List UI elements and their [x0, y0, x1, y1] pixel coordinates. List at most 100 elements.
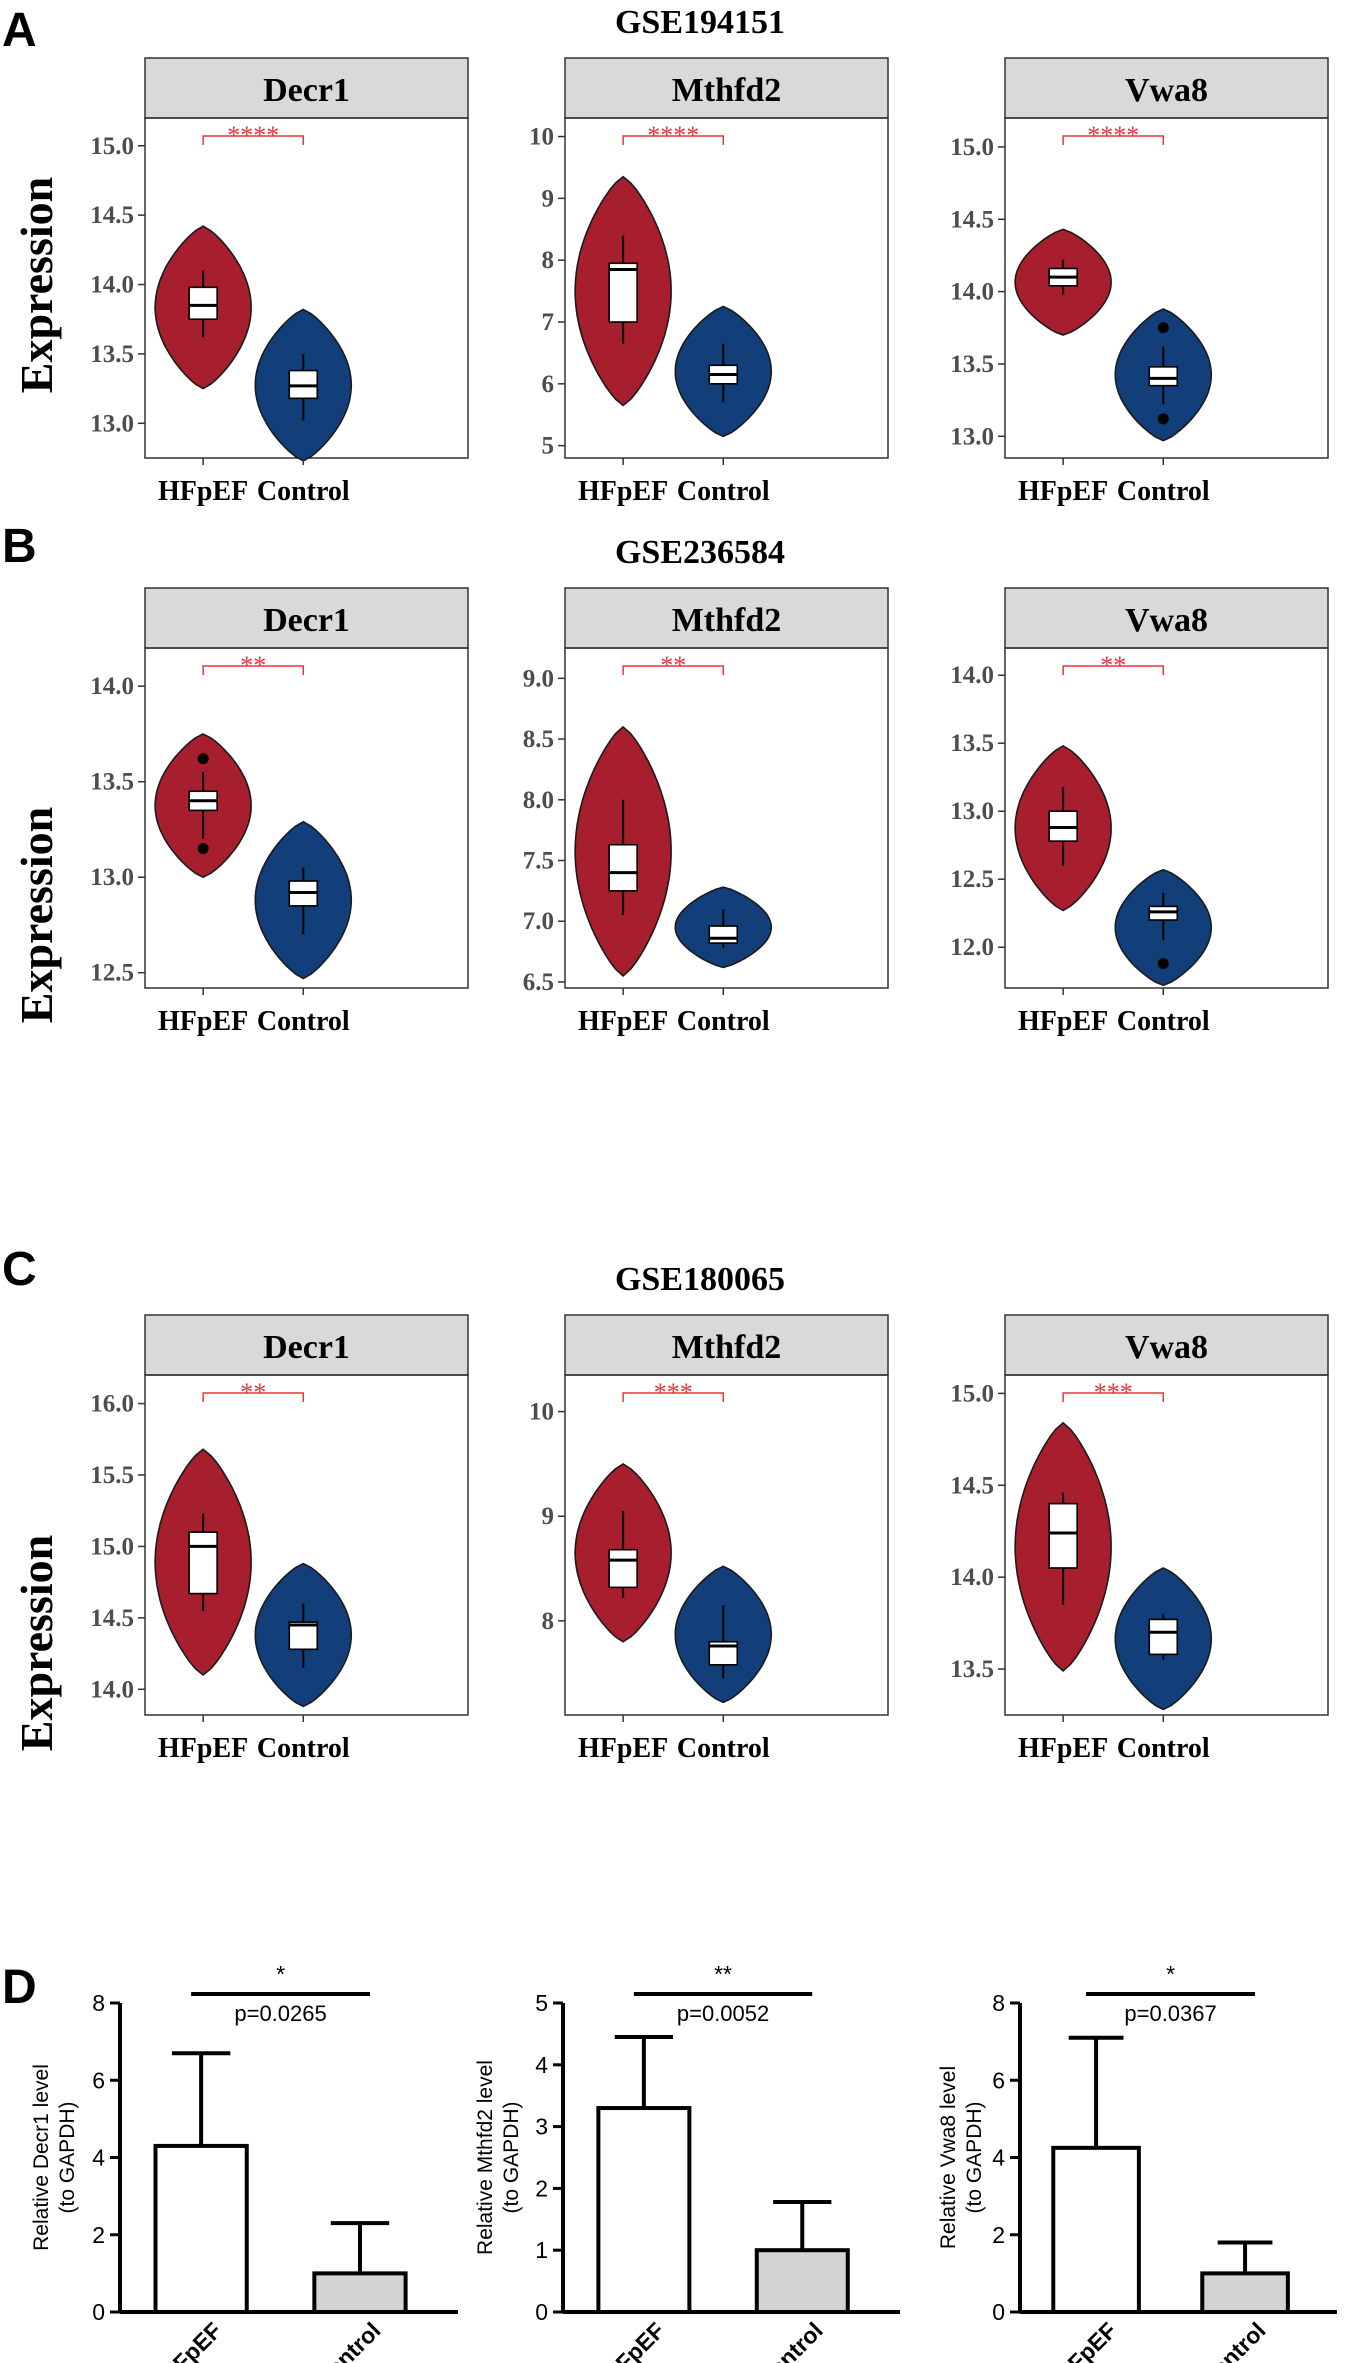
y-tick-label: 12.0: [950, 934, 994, 961]
box-iqr: [188, 1531, 218, 1595]
x-tick-label: Control: [309, 2317, 385, 2363]
significance-label: *: [1166, 1961, 1175, 1987]
box-iqr: [188, 286, 218, 321]
group-hfpef: [154, 225, 252, 390]
plot-frame: [564, 647, 889, 989]
p-value-label: p=0.0052: [677, 2001, 769, 2026]
group-control: [254, 308, 353, 462]
y-axis-label-line1: Relative Vwa8 level: [937, 2066, 960, 2249]
y-tick-label: 8: [542, 1608, 555, 1635]
x-tick-label: HFpEF: [1051, 2317, 1122, 2363]
violin-chart-vwa8-row1: Vwa8 13.0 13.5 14.0 14.5 15.0 HFpEF Control ****: [950, 57, 1329, 507]
y-tick-label: 15.0: [950, 1380, 994, 1407]
violin-chart-mthfd2-row1: Mthfd2 5 6 7 8 9 10 HFpEF Control ****: [529, 57, 889, 507]
significance-bracket: [202, 135, 305, 145]
significance-bracket: [622, 135, 725, 145]
x-tick-label: Control: [677, 1733, 770, 1764]
row-ylabels: Expression Expression Expression: [11, 177, 62, 1751]
y-tick-label: 14.0: [950, 662, 994, 689]
outlier-point: [197, 843, 209, 855]
y-tick-label: 9.0: [523, 665, 554, 692]
x-tick-label: HFpEF: [1018, 476, 1108, 507]
box-iqr: [608, 843, 638, 892]
facet-strip: [144, 1314, 469, 1376]
facet-title: Mthfd2: [672, 72, 782, 109]
row-ylabel-3: Expression: [11, 1535, 62, 1751]
row-ylabel-1: Expression: [11, 177, 62, 393]
group-control: [674, 886, 773, 969]
outlier-point: [1157, 413, 1169, 425]
y-tick-label: 2: [92, 2222, 105, 2248]
group-control: [1114, 1567, 1213, 1711]
y-tick-label: 15.5: [90, 1462, 134, 1489]
facet-title: Decr1: [263, 1329, 350, 1366]
violin-chart-decr1-row3: Decr1 14.0 14.5 15.0 15.5 16.0 HFpEF Control **: [90, 1314, 469, 1764]
significance-label: ****: [647, 121, 699, 150]
x-tick-label: Control: [257, 1733, 350, 1764]
x-tick-label: HFpEF: [1018, 1006, 1108, 1037]
panel-letter-c: C: [2, 1243, 37, 1296]
bar-chart-1: 0 2 4 6 8 Relative Decr1 level (to GAPDH) HFpEF…: [30, 1961, 458, 2363]
y-tick-label: 12.5: [950, 866, 994, 893]
significance-label: **: [660, 651, 686, 680]
outlier-point: [1157, 958, 1169, 970]
violin-chart-decr1-row2: Decr1 12.5 13.0 13.5 14.0 HFpEF Control **: [90, 587, 469, 1037]
x-tick-label: HFpEF: [158, 1006, 248, 1037]
y-tick-label: 8: [992, 1990, 1005, 2016]
y-tick-label: 15.0: [90, 1533, 134, 1560]
y-tick-label: 0: [92, 2299, 105, 2325]
plot-frame: [564, 1374, 889, 1716]
bar-control: [1200, 2271, 1290, 2314]
x-tick-label: HFpEF: [1018, 1733, 1108, 1764]
row-ylabel-2: Expression: [11, 807, 62, 1023]
y-tick-label: 4: [992, 2145, 1005, 2171]
p-value-label: p=0.0265: [234, 2001, 326, 2026]
group-hfpef: [1014, 228, 1112, 336]
plot-frame: [1004, 117, 1329, 459]
y-axis-label-line2: (to GAPDH): [56, 2101, 79, 2213]
y-tick-label: 14.0: [90, 673, 134, 700]
x-tick-label: HFpEF: [156, 2317, 227, 2363]
group-control: [674, 305, 773, 438]
y-tick-label: 3: [535, 2114, 548, 2140]
y-tick-label: 7: [542, 309, 555, 336]
row-titles: GSE194151 GSE236584 GSE180065: [615, 4, 785, 1298]
box-iqr: [608, 262, 638, 323]
box-iqr: [608, 1548, 638, 1589]
panel-letters: A B C D: [2, 4, 37, 2014]
bar-control: [312, 2271, 408, 2314]
x-tick-label: Control: [257, 476, 350, 507]
y-tick-label: 10: [529, 1399, 554, 1426]
significance-label: ****: [1087, 121, 1139, 150]
box-iqr: [1148, 366, 1179, 387]
y-axis-label-line2: (to GAPDH): [500, 2101, 523, 2213]
y-tick-label: 4: [535, 2052, 548, 2078]
significance-bracket: [622, 1392, 725, 1402]
bar-chart-3: 0 2 4 6 8 Relative Vwa8 level (to GAPDH) HFpEF C…: [937, 1961, 1337, 2363]
y-tick-label: 8: [542, 247, 555, 274]
y-axis-label-line2: (to GAPDH): [963, 2101, 986, 2213]
facet-title: Vwa8: [1125, 72, 1208, 109]
panel-letter-d: D: [2, 1961, 37, 2014]
y-tick-label: 6: [92, 2067, 105, 2093]
violin-chart-vwa8-row2: Vwa8 12.0 12.5 13.0 13.5 14.0 HFpEF Control **: [950, 587, 1329, 1037]
y-tick-label: 7.0: [523, 908, 554, 935]
significance-bracket: [622, 665, 725, 675]
y-axis-label-line1: Relative Decr1 level: [30, 2064, 53, 2251]
significance-label: ***: [654, 1378, 693, 1407]
row-title-gse194151: GSE194151: [615, 4, 785, 41]
y-tick-label: 6: [992, 2067, 1005, 2093]
y-tick-label: 4: [92, 2145, 105, 2171]
significance-label: **: [240, 651, 266, 680]
x-tick-label: HFpEF: [578, 1006, 668, 1037]
significance-label: *: [276, 1961, 285, 1987]
violin-chart-vwa8-row3: Vwa8 13.5 14.0 14.5 15.0 HFpEF Control ***: [950, 1314, 1329, 1764]
box-iqr: [288, 1621, 319, 1651]
facet-strip: [144, 57, 469, 119]
y-tick-label: 14.0: [90, 1676, 134, 1703]
violin-chart-mthfd2-row3: Mthfd2 8 9 10 HFpEF Control ***: [529, 1314, 889, 1764]
facet-title: Decr1: [263, 602, 350, 639]
row-title-gse236584: GSE236584: [615, 534, 785, 571]
facet-title: Mthfd2: [672, 602, 782, 639]
bar-hfpef: [153, 2143, 249, 2315]
